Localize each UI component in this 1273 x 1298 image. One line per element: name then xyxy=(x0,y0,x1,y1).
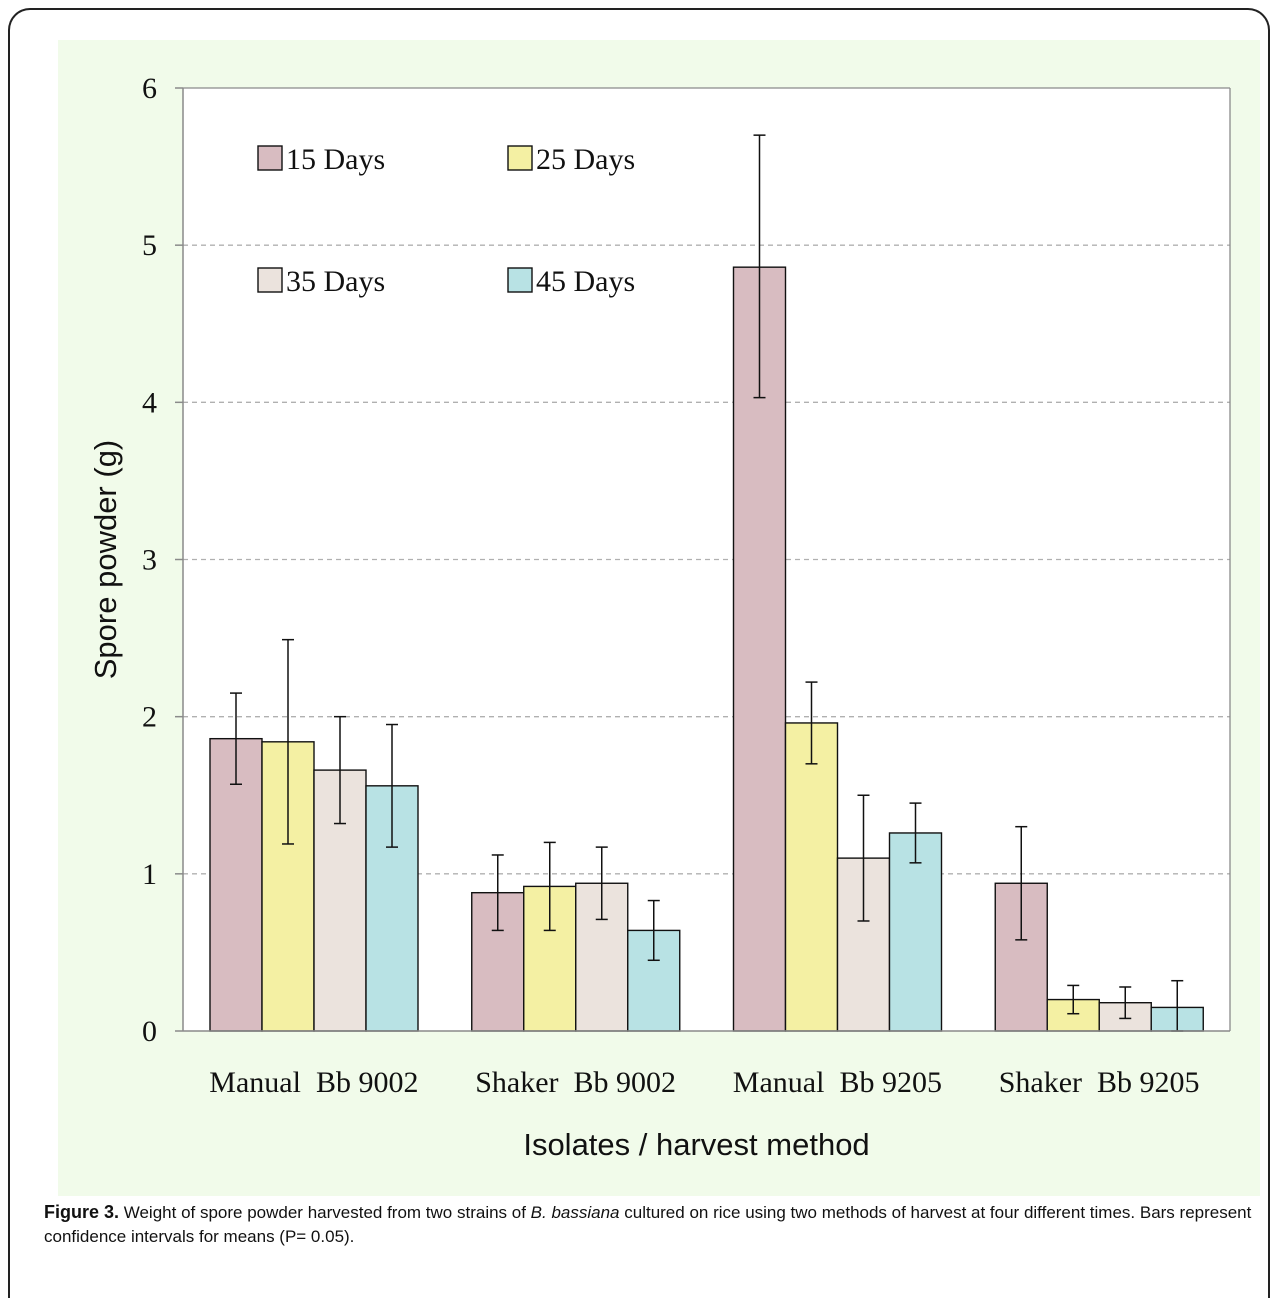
y-tick-label: 4 xyxy=(142,386,157,419)
x-tick-label: Manual Bb 9002 xyxy=(209,1066,418,1099)
figure-frame: 0 1 2 3 4 5 6 Manual Bb 9002 Shaker Bb 9002 Manua… xyxy=(8,8,1270,1298)
legend-swatch xyxy=(507,267,533,293)
y-tick-label: 2 xyxy=(142,701,157,734)
caption-label: Figure 3. xyxy=(44,1202,120,1222)
bar xyxy=(888,832,943,1032)
caption-text-2: cultured on rice using two methods of ha… xyxy=(44,1203,1252,1246)
y-tick-label: 3 xyxy=(142,544,157,577)
caption-text-1: Weight of spore powder harvested from tw… xyxy=(119,1203,531,1222)
y-tick-label: 0 xyxy=(142,1015,157,1048)
y-axis-title: Spore powder (g) xyxy=(88,440,123,680)
bar xyxy=(732,266,787,1032)
legend-swatch xyxy=(257,267,283,293)
bar-chart: 0 1 2 3 4 5 6 Manual Bb 9002 Shaker Bb 9002 Manua… xyxy=(88,72,1231,1162)
figure-caption: Figure 3. Weight of spore powder harvest… xyxy=(44,1200,1264,1249)
legend-swatch xyxy=(257,145,283,171)
x-axis-title: Isolates / harvest method xyxy=(523,1127,869,1162)
y-tick-label: 5 xyxy=(142,229,157,262)
legend-label: 45 Days xyxy=(536,265,635,298)
legend-label: 25 Days xyxy=(536,143,635,176)
x-tick-label: Manual Bb 9205 xyxy=(733,1066,942,1099)
y-tick-label: 1 xyxy=(142,858,157,891)
x-tick-label: Shaker Bb 9002 xyxy=(475,1066,676,1099)
legend-label: 35 Days xyxy=(286,265,385,298)
y-tick-label: 6 xyxy=(142,72,157,105)
x-tick-label: Shaker Bb 9205 xyxy=(999,1066,1200,1099)
bar xyxy=(784,722,839,1032)
caption-species: B. bassiana xyxy=(530,1203,620,1222)
legend-label: 15 Days xyxy=(286,143,385,176)
figure-panel: 0 1 2 3 4 5 6 Manual Bb 9002 Shaker Bb 9002 Manua… xyxy=(58,40,1260,1196)
legend-swatch xyxy=(507,145,533,171)
